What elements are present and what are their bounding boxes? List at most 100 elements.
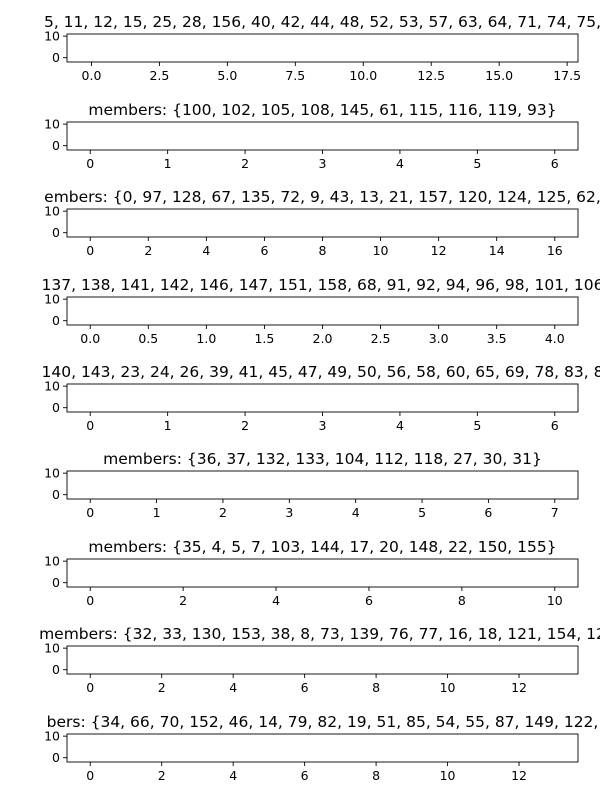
y-tick-label: 0 (52, 400, 60, 415)
x-tick-label: 0.5 (138, 331, 158, 346)
chart-title: members: {36, 37, 132, 133, 104, 112, 11… (103, 450, 542, 468)
x-tick-label: 2.5 (371, 331, 391, 346)
y-tick-label: 0 (52, 313, 60, 328)
x-tick-label: 7.5 (285, 68, 305, 83)
x-tick-label: 2 (219, 505, 227, 520)
subplot-1: 5, 11, 12, 15, 25, 28, 156, 40, 42, 44, … (44, 13, 600, 83)
subplot-9: bers: {34, 66, 70, 152, 46, 14, 79, 82, … (44, 713, 598, 783)
subplot-2: members: {100, 102, 105, 108, 145, 61, 1… (44, 101, 579, 171)
x-tick-label: 10 (440, 768, 456, 783)
y-tick-label: 0 (52, 225, 60, 240)
x-tick-label: 2 (144, 243, 152, 258)
axes-frame (66, 296, 579, 326)
x-tick-label: 2.5 (149, 68, 169, 83)
x-tick-label: 2 (179, 593, 187, 608)
axes-frame (66, 33, 579, 63)
y-tick-label: 10 (44, 117, 60, 132)
x-tick-label: 1 (164, 418, 172, 433)
x-tick-label: 6 (301, 768, 309, 783)
x-tick-label: 3 (285, 505, 293, 520)
x-tick-label: 6 (551, 156, 559, 171)
x-tick-label: 5 (418, 505, 426, 520)
y-tick-label: 10 (44, 729, 60, 744)
subplot-6: members: {36, 37, 132, 133, 104, 112, 11… (44, 450, 579, 520)
subplot-3: embers: {0, 97, 128, 67, 135, 72, 9, 43,… (44, 188, 600, 258)
subplot-5: 140, 143, 23, 24, 26, 39, 41, 45, 47, 49… (42, 363, 600, 433)
y-tick-label: 10 (44, 204, 60, 219)
x-tick-label: 0 (86, 505, 94, 520)
x-tick-label: 6 (551, 418, 559, 433)
x-tick-label: 4 (229, 680, 237, 695)
chart-title: members: {100, 102, 105, 108, 145, 61, 1… (88, 101, 556, 119)
axes-frame (66, 208, 579, 238)
x-tick-label: 4 (229, 768, 237, 783)
x-tick-label: 1.5 (254, 331, 274, 346)
x-tick-label: 12 (431, 243, 447, 258)
x-tick-label: 8 (372, 680, 380, 695)
y-tick-label: 10 (44, 466, 60, 481)
subplot-7: members: {35, 4, 5, 7, 103, 144, 17, 20,… (44, 538, 579, 608)
subplot-8: members: {32, 33, 130, 153, 38, 8, 73, 1… (39, 625, 600, 695)
x-tick-label: 6 (301, 680, 309, 695)
y-tick-label: 10 (44, 379, 60, 394)
chart-title: embers: {0, 97, 128, 67, 135, 72, 9, 43,… (44, 188, 600, 206)
x-tick-label: 6 (484, 505, 492, 520)
x-tick-label: 14 (489, 243, 505, 258)
x-tick-label: 4 (202, 243, 210, 258)
x-tick-label: 1 (164, 156, 172, 171)
axes-frame (66, 733, 579, 763)
y-tick-label: 0 (52, 487, 60, 502)
axes-frame (66, 383, 579, 413)
x-tick-label: 16 (547, 243, 563, 258)
x-tick-label: 4.0 (545, 331, 565, 346)
axes-frame (66, 558, 579, 588)
subplot-4: 137, 138, 141, 142, 146, 147, 151, 158, … (42, 276, 600, 346)
x-tick-label: 5.0 (217, 68, 237, 83)
chart-title: members: {35, 4, 5, 7, 103, 144, 17, 20,… (88, 538, 556, 556)
axes-frame (66, 121, 579, 151)
x-tick-label: 4 (396, 156, 404, 171)
chart-title: members: {32, 33, 130, 153, 38, 8, 73, 1… (39, 625, 600, 643)
x-tick-label: 7 (551, 505, 559, 520)
x-tick-label: 12 (511, 768, 527, 783)
x-tick-label: 0.0 (82, 68, 102, 83)
y-tick-label: 0 (52, 662, 60, 677)
chart-title: 5, 11, 12, 15, 25, 28, 156, 40, 42, 44, … (44, 13, 600, 31)
x-tick-label: 6 (260, 243, 268, 258)
y-tick-label: 0 (52, 575, 60, 590)
x-tick-label: 2 (158, 680, 166, 695)
x-tick-label: 0 (86, 593, 94, 608)
x-tick-label: 3.5 (487, 331, 507, 346)
x-tick-label: 0 (86, 768, 94, 783)
x-tick-label: 3 (319, 418, 327, 433)
x-tick-label: 0.0 (80, 331, 100, 346)
axes-frame (66, 645, 579, 675)
x-tick-label: 1.0 (196, 331, 216, 346)
x-tick-label: 12.5 (417, 68, 445, 83)
y-tick-label: 10 (44, 29, 60, 44)
x-tick-label: 0 (86, 243, 94, 258)
x-tick-label: 10 (547, 593, 563, 608)
x-tick-label: 5 (473, 418, 481, 433)
x-tick-label: 1 (153, 505, 161, 520)
chart-title: bers: {34, 66, 70, 152, 46, 14, 79, 82, … (47, 713, 599, 731)
x-tick-label: 8 (372, 768, 380, 783)
x-tick-label: 2 (241, 418, 249, 433)
chart-title: 137, 138, 141, 142, 146, 147, 151, 158, … (42, 276, 600, 294)
x-tick-label: 2 (241, 156, 249, 171)
x-tick-label: 3 (319, 156, 327, 171)
y-tick-label: 10 (44, 641, 60, 656)
y-tick-label: 0 (52, 50, 60, 65)
x-tick-label: 2 (158, 768, 166, 783)
x-tick-label: 10 (440, 680, 456, 695)
y-tick-label: 10 (44, 292, 60, 307)
x-tick-label: 12 (511, 680, 527, 695)
x-tick-label: 10 (373, 243, 389, 258)
x-tick-label: 3.0 (429, 331, 449, 346)
x-tick-label: 0 (86, 680, 94, 695)
x-tick-label: 15.0 (485, 68, 513, 83)
x-tick-label: 17.5 (553, 68, 581, 83)
x-tick-label: 0 (86, 418, 94, 433)
y-tick-label: 10 (44, 554, 60, 569)
